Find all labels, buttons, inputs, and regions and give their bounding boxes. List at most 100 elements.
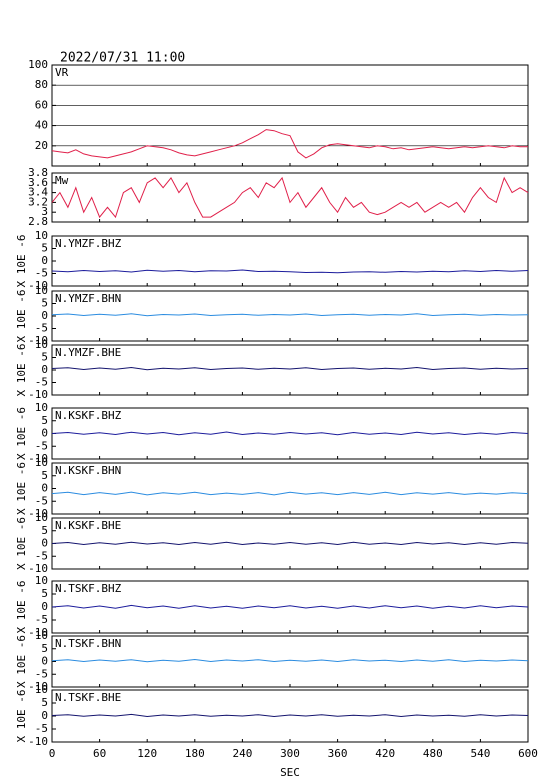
y-tick-label: 3.8 [28,166,48,179]
y-tick-label: -10 [28,735,48,748]
y-tick-label: -10 [28,279,48,292]
y-tick-label: 5 [41,469,48,482]
y-axis-label: X 10E -6 [15,407,28,460]
y-tick-label: 0 [41,600,48,613]
y-tick-label: 10 [35,401,48,414]
plot-frame [51,290,529,342]
y-tick-label: -10 [28,562,48,575]
panel-title: N.YMZF.BHN [55,292,121,305]
y-axis-label: X 10E -6 [15,290,28,343]
y-tick-label: 0 [41,482,48,495]
plot-frame [51,64,529,167]
panel-title: N.TSKF.BHZ [55,582,122,595]
y-axis-label: X 10E -6 [15,235,28,288]
y-tick-label: -10 [28,680,48,693]
panel-title: N.YMZF.BHZ [55,237,122,250]
x-axis-label: SEC [280,766,300,779]
y-tick-label: 10 [35,629,48,642]
y-tick-label: 0 [41,655,48,668]
y-tick-label: 5 [41,351,48,364]
y-tick-label: 5 [41,696,48,709]
y-tick-label: 10 [35,574,48,587]
y-tick-label: -10 [28,334,48,347]
data-line [51,129,528,159]
plot-frame [51,344,529,396]
y-tick-label: 5 [41,642,48,655]
y-tick-label: 3.4 [28,186,48,199]
plot-frame [51,172,529,223]
y-tick-label: -10 [28,452,48,465]
y-axis-label: X 10E -6 [15,344,28,397]
y-tick-label: -5 [35,494,48,507]
x-tick-label: 0 [49,747,56,760]
y-tick-label: -10 [28,507,48,520]
y-tick-label: -5 [35,722,48,735]
y-tick-label: 0 [41,537,48,550]
y-tick-label: 80 [35,78,48,91]
chart-title: 2022/07/31 11:00 [60,51,185,66]
y-tick-label: 0 [41,254,48,267]
data-line [51,604,529,609]
panel-title: N.KSKF.BHE [55,519,121,532]
y-tick-label: -5 [35,376,48,389]
y-tick-label: -10 [28,626,48,639]
y-tick-label: 100 [28,58,48,71]
y-tick-label: 5 [41,242,48,255]
plot-frame [51,462,529,515]
y-axis-label: X 10E -6 [15,581,28,634]
data-line [51,269,529,274]
data-line [51,366,529,371]
y-tick-label: 5 [41,297,48,310]
panel-title: Mw [55,174,69,187]
x-tick-label: 120 [137,747,157,760]
y-tick-label: -5 [35,549,48,562]
data-line [51,658,529,663]
x-tick-label: 360 [328,747,348,760]
x-tick-label: 600 [518,747,538,760]
y-tick-label: 60 [35,98,48,111]
x-tick-label: 480 [423,747,443,760]
plot-frame [51,235,529,287]
y-tick-label: 40 [35,119,48,132]
y-axis-label: X 10E -6 [15,635,28,688]
y-tick-label: 20 [35,139,48,152]
x-tick-label: 60 [93,747,106,760]
y-tick-label: -5 [35,439,48,452]
data-line [51,541,529,546]
data-line [51,313,529,317]
y-axis-label: X 10E -6 [15,462,28,515]
y-tick-label: 3.2 [28,195,48,208]
y-tick-label: 0 [41,309,48,322]
y-tick-label: -5 [35,613,48,626]
x-tick-label: 420 [375,747,395,760]
y-tick-label: -5 [35,267,48,280]
data-line [51,713,529,718]
data-line [51,431,529,436]
y-tick-label: -5 [35,322,48,335]
y-tick-label: 0 [41,709,48,722]
y-tick-label: 10 [35,229,48,242]
y-tick-label: 10 [35,511,48,524]
plot-frame [51,635,529,688]
y-tick-label: 5 [41,524,48,537]
panel-title: N.YMZF.BHE [55,346,121,359]
y-axis-label: X 10E -6 [15,690,28,743]
y-tick-label: 2.8 [28,215,48,228]
x-tick-label: 180 [185,747,205,760]
y-tick-label: 5 [41,587,48,600]
panel-title: N.KSKF.BHN [55,464,121,477]
panel-title: VR [55,66,69,79]
x-tick-label: 300 [280,747,300,760]
y-tick-label: 3 [41,205,48,218]
data-line [51,491,529,496]
panel-title: N.KSKF.BHZ [55,409,122,422]
y-tick-label: 10 [35,338,48,351]
x-tick-label: 540 [470,747,490,760]
y-axis-label: X 10E -6 [15,517,28,570]
y-tick-label: -5 [35,667,48,680]
y-tick-label: 0 [41,363,48,376]
panel-title: N.TSKF.BHN [55,637,121,650]
y-tick-label: 3.6 [28,176,48,189]
y-tick-label: 5 [41,414,48,427]
